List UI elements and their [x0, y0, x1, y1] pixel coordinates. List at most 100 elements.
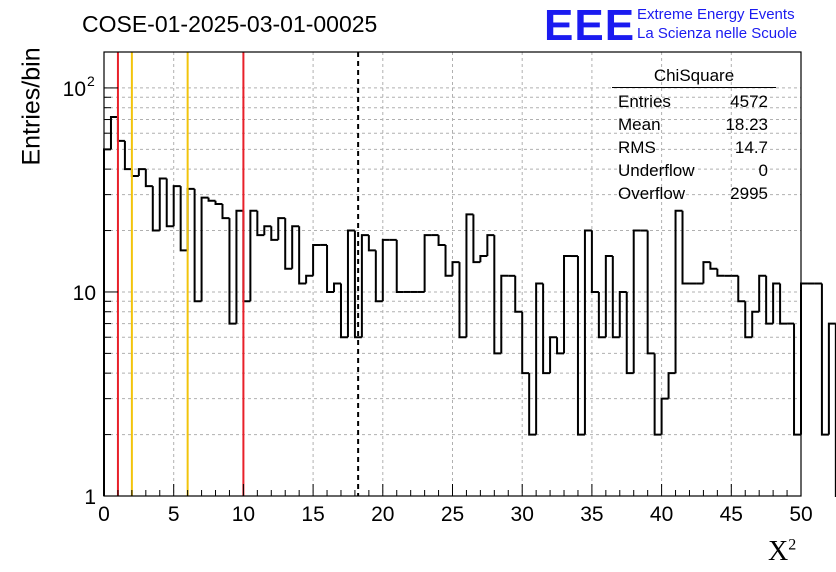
stats-box: ChiSquare Entries 4572 Mean 18.23 RMS 14… — [612, 66, 776, 205]
x-tick-label: 50 — [789, 503, 812, 526]
stats-row-rms: RMS 14.7 — [612, 136, 776, 159]
histogram-bin — [576, 256, 585, 436]
histogram-bin — [500, 274, 509, 354]
histogram-bin — [758, 274, 767, 312]
x-axis-label: X2 — [768, 536, 796, 568]
histogram-bin — [737, 275, 746, 303]
y-tick-label: 10 — [63, 78, 86, 101]
histogram-bin — [486, 234, 495, 257]
stats-row-overflow: Overflow 2995 — [612, 182, 776, 205]
x-axis-label-base: X — [768, 536, 789, 567]
histogram-bin — [228, 218, 237, 325]
x-tick-label: 15 — [301, 503, 324, 526]
histogram-bin — [779, 283, 788, 325]
histogram-bin — [158, 177, 167, 231]
stats-value: 0 — [758, 161, 768, 180]
stats-title: ChiSquare — [612, 66, 776, 88]
histogram-bin — [374, 250, 383, 303]
y-axis-label: Entries/bin — [17, 47, 46, 166]
stats-row-underflow: Underflow 0 — [612, 159, 776, 182]
histogram-bin — [256, 210, 265, 237]
stats-label: Entries — [618, 92, 671, 111]
histogram-bin — [395, 239, 404, 293]
histogram-bin — [751, 310, 760, 338]
x-tick-label: 5 — [168, 503, 180, 526]
histogram-bin — [353, 230, 362, 339]
histogram-bin — [381, 238, 390, 302]
histogram-bin — [611, 256, 620, 339]
x-tick-label: 45 — [720, 503, 743, 526]
y-tick-label: 10 — [73, 282, 96, 305]
stats-row-mean: Mean 18.23 — [612, 113, 776, 136]
histogram-bin — [214, 200, 223, 205]
histogram-bin — [535, 282, 544, 435]
histogram-bin — [186, 187, 195, 251]
stats-value: 18.23 — [725, 115, 768, 134]
eee-logo: EEE — [544, 1, 636, 50]
histogram-bin — [653, 353, 662, 436]
page-title: COSE-01-2025-03-01-00025 — [82, 11, 378, 37]
histogram-bin — [423, 234, 432, 292]
x-tick-label: 20 — [371, 503, 394, 526]
histogram-bin — [144, 169, 153, 188]
logo-line-2: La Scienza nelle Scuole — [637, 25, 798, 42]
histogram-bin — [270, 226, 279, 241]
histogram-bin — [444, 244, 453, 277]
histogram-bin — [458, 262, 467, 339]
histogram-bin — [465, 213, 474, 338]
stats-value: 4572 — [730, 92, 768, 111]
histogram-bin — [604, 255, 613, 338]
histogram-bin — [632, 229, 641, 374]
histogram-bin — [165, 178, 174, 228]
histogram-bin — [277, 217, 286, 240]
histogram-bin — [193, 188, 202, 303]
histogram-bin — [521, 311, 530, 375]
histogram-bin — [451, 261, 460, 276]
x-tick-label: 40 — [650, 503, 673, 526]
histogram-bin — [528, 373, 537, 436]
histogram-bin — [298, 226, 307, 285]
logo-line-1: Extreme Energy Events — [637, 6, 795, 23]
histogram-bin — [493, 235, 502, 355]
histogram-bin — [667, 372, 676, 399]
histogram-bin — [103, 148, 111, 496]
stats-label: Mean — [618, 115, 661, 134]
histogram-bin — [625, 291, 634, 375]
histogram-bin — [116, 117, 125, 142]
x-tick-label: 0 — [98, 503, 110, 526]
histogram-bin — [583, 229, 592, 435]
histogram-bin — [346, 229, 355, 338]
histogram-bin — [207, 197, 216, 202]
histogram-bin — [827, 322, 836, 435]
histogram-bin — [472, 214, 481, 264]
histogram-bin — [597, 291, 606, 339]
histogram-bin — [702, 261, 711, 284]
histogram-bin — [542, 283, 551, 375]
histogram-bin — [681, 210, 690, 285]
histogram-bin — [437, 235, 446, 246]
stats-label: Overflow — [618, 184, 686, 203]
histogram-bin — [709, 262, 718, 270]
histogram-bin — [563, 255, 571, 354]
stats-label: Underflow — [618, 161, 695, 180]
histogram-bin — [744, 301, 753, 339]
stats-row-entries: Entries 4572 — [612, 90, 776, 113]
histogram-bin — [660, 397, 669, 435]
histogram-bin — [793, 323, 801, 436]
x-axis-label-superscript: 2 — [788, 536, 797, 554]
histogram-bin — [312, 243, 321, 276]
histogram-bin — [765, 275, 774, 325]
stats-value: 2995 — [730, 184, 768, 203]
histogram-bin — [200, 196, 209, 302]
histogram-bin — [123, 140, 132, 171]
histogram-bin — [172, 185, 181, 227]
histogram-bin — [556, 337, 565, 355]
histogram-bin — [137, 168, 146, 177]
histogram-bin — [291, 225, 300, 269]
x-tick-label: 10 — [232, 503, 255, 526]
histogram-bin — [772, 282, 781, 324]
histogram-bin — [590, 230, 599, 293]
x-tick-label: 35 — [580, 503, 603, 526]
histogram-bin — [284, 218, 293, 270]
histogram-bin — [221, 203, 230, 220]
